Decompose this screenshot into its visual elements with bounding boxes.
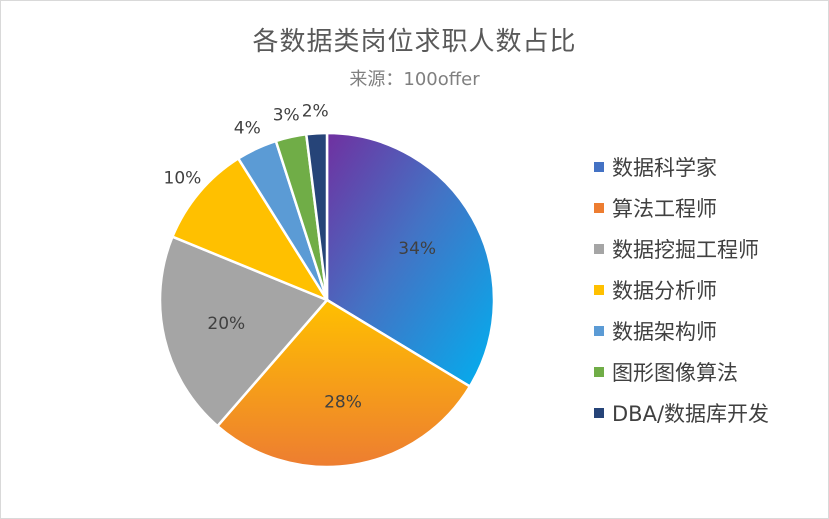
legend-label: 数据架构师 xyxy=(612,319,717,344)
legend-item: 数据架构师 xyxy=(594,310,769,351)
pie-slice-labels: 34% 28% 20% 10% 4% 3% 2% xyxy=(164,101,437,412)
slice-data-label: 2% xyxy=(302,101,329,121)
legend-item: 数据科学家 xyxy=(594,146,769,187)
chart-subtitle: 来源：100offer xyxy=(349,69,480,90)
pie-slices xyxy=(158,131,496,469)
legend-label: 数据科学家 xyxy=(612,155,717,180)
legend-swatch xyxy=(594,202,604,213)
pie-slice xyxy=(304,131,329,301)
chart-legend: 数据科学家算法工程师数据挖掘工程师 数据分析师数据架构师图形图像算法 DBA/数据库… xyxy=(594,146,769,433)
legend-swatch xyxy=(594,243,604,254)
legend-swatch xyxy=(594,325,604,336)
legend-item: 图形图像算法 xyxy=(594,351,769,392)
chart-title: 各数据类岗位求职人数占比 xyxy=(252,27,577,57)
legend-swatch xyxy=(594,161,604,172)
pie-slice xyxy=(215,298,472,469)
legend-label: 数据分析师 xyxy=(612,278,717,303)
legend-label: 数据挖掘工程师 xyxy=(612,237,759,262)
legend-label: DBA/数据库开发 xyxy=(612,401,770,426)
legend-swatch xyxy=(594,284,604,295)
legend-item: 数据分析师 xyxy=(594,269,769,310)
slice-data-label: 10% xyxy=(164,168,202,188)
legend-swatch xyxy=(594,366,604,377)
slice-data-label: 34% xyxy=(398,239,436,259)
slice-data-label: 4% xyxy=(234,119,261,139)
legend-swatch xyxy=(594,407,604,418)
pie-slice xyxy=(325,131,496,389)
legend-item: 算法工程师 xyxy=(594,187,769,228)
slice-data-label: 28% xyxy=(324,392,362,412)
slice-data-label: 20% xyxy=(207,314,245,334)
legend-label: 算法工程师 xyxy=(612,196,717,221)
legend-item: DBA/数据库开发 xyxy=(594,392,769,433)
pie-slice xyxy=(170,156,331,303)
legend-item: 数据挖掘工程师 xyxy=(594,228,769,269)
slice-data-label: 3% xyxy=(273,106,300,126)
legend-label: 图形图像算法 xyxy=(612,360,738,385)
